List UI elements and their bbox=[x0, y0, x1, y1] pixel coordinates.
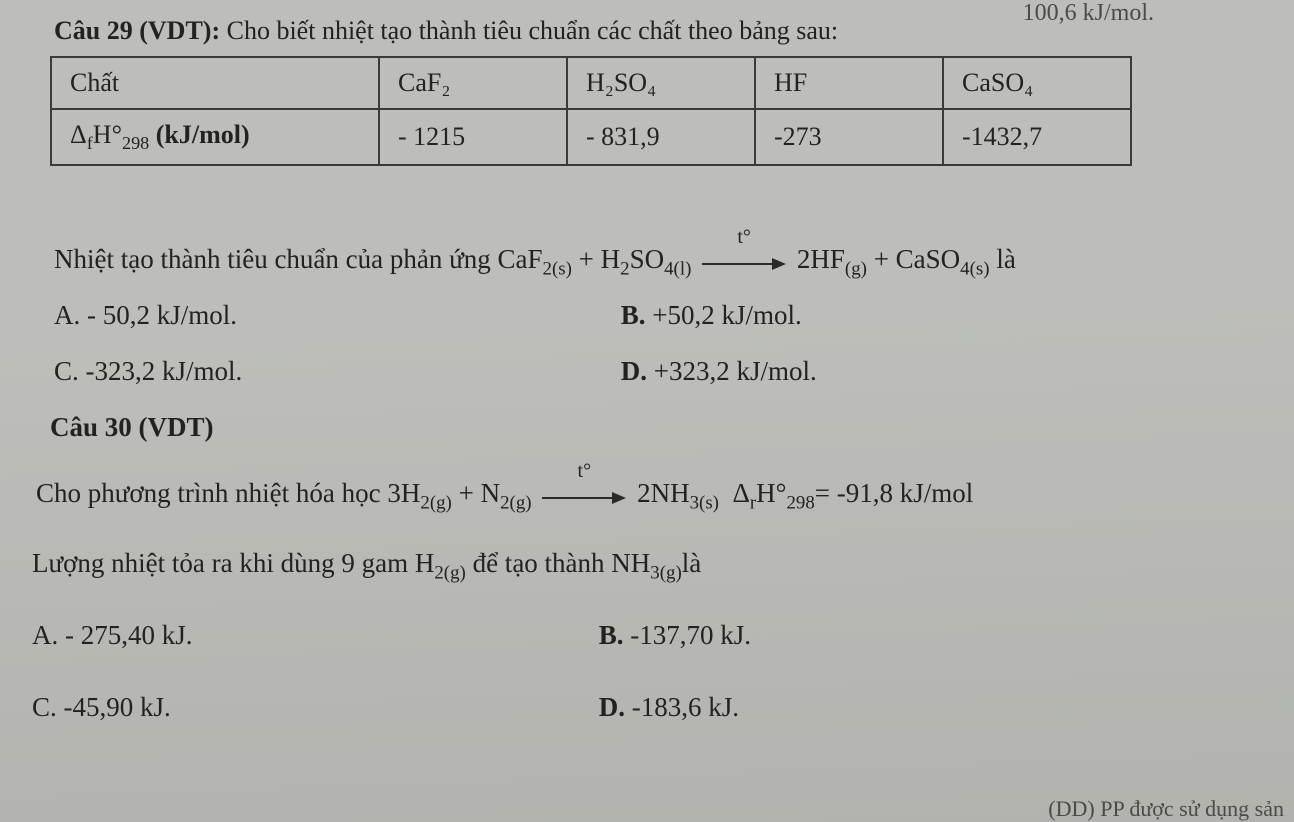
q29-label: Câu 29 (VDT): bbox=[54, 16, 220, 45]
option-d-text: +323,2 kJ/mol. bbox=[654, 356, 817, 386]
arrow-label: t° bbox=[737, 226, 751, 249]
table-header-col: HF bbox=[755, 57, 943, 109]
reaction-tail: là bbox=[996, 244, 1016, 274]
reaction-intro: Nhiệt tạo thành tiêu chuẩn của phản ứng bbox=[54, 244, 491, 274]
arrow-label: t° bbox=[578, 460, 592, 483]
page: 100,6 kJ/mol. Câu 29 (VDT): Cho biết nhi… bbox=[0, 0, 1294, 822]
option-b-text: +50,2 kJ/mol. bbox=[652, 300, 802, 330]
table-cell: - 1215 bbox=[379, 109, 567, 165]
option-b: B. +50,2 kJ/mol. bbox=[621, 300, 802, 331]
option-d-text: -183,6 kJ. bbox=[632, 692, 739, 722]
unit-label: (kJ/mol) bbox=[156, 120, 250, 149]
option-b-text: -137,70 kJ. bbox=[630, 620, 751, 650]
q30-intro: Cho phương trình nhiệt hóa học bbox=[36, 478, 381, 508]
q30-deltaH: ΔrH°298= -91,8 kJ/mol bbox=[726, 478, 974, 508]
table-row: Chất CaF₂ H₂SO₄ HF CaSO₄ bbox=[51, 57, 1131, 109]
option-a-text: - 275,40 kJ. bbox=[65, 620, 193, 650]
option-b: B. -137,70 kJ. bbox=[599, 620, 751, 651]
table-header-label: Chất bbox=[51, 57, 379, 109]
option-c: C. -323,2 kJ/mol. bbox=[54, 356, 614, 387]
q30-rhs: 2NH3(s) bbox=[637, 478, 726, 508]
q29-options-row1: A. - 50,2 kJ/mol. B. +50,2 kJ/mol. bbox=[54, 300, 1254, 331]
top-cut-text: 100,6 kJ/mol. bbox=[1023, 0, 1154, 27]
q30-lhs: 3H2(g) + N2(g) bbox=[387, 478, 538, 508]
arrow-icon: t° bbox=[542, 480, 626, 511]
option-a: A. - 50,2 kJ/mol. bbox=[54, 300, 614, 331]
q29-options-row2: C. -323,2 kJ/mol. D. +323,2 kJ/mol. bbox=[54, 356, 1254, 387]
reaction-rhs: 2HF(g) + CaSO4(s) bbox=[797, 244, 996, 274]
q30-options-row2: C. -45,90 kJ. D. -183,6 kJ. bbox=[32, 692, 1232, 723]
q29-table: Chất CaF₂ H₂SO₄ HF CaSO₄ ΔfH°298 (kJ/mol… bbox=[50, 56, 1132, 166]
arrow-icon: t° bbox=[702, 246, 786, 277]
option-c-text: -323,2 kJ/mol. bbox=[86, 356, 243, 386]
deltaH-symbol: ΔfH°298 bbox=[70, 120, 149, 149]
table-cell: -273 bbox=[755, 109, 943, 165]
option-d: D. +323,2 kJ/mol. bbox=[621, 356, 817, 387]
table-cell: - 831,9 bbox=[567, 109, 755, 165]
q29-reaction: Nhiệt tạo thành tiêu chuẩn của phản ứng … bbox=[54, 244, 1016, 280]
q30-line2: Lượng nhiệt tỏa ra khi dùng 9 gam H2(g) … bbox=[32, 548, 701, 584]
option-c: C. -45,90 kJ. bbox=[32, 692, 592, 723]
table-row: ΔfH°298 (kJ/mol) - 1215 - 831,9 -273 -14… bbox=[51, 109, 1131, 165]
table-cell: -1432,7 bbox=[943, 109, 1131, 165]
table-row2-label: ΔfH°298 (kJ/mol) bbox=[51, 109, 379, 165]
q29-prompt: Cho biết nhiệt tạo thành tiêu chuẩn các … bbox=[227, 16, 839, 45]
option-a-text: - 50,2 kJ/mol. bbox=[87, 300, 237, 330]
table-header-col: CaF₂ bbox=[379, 57, 567, 109]
option-d: D. -183,6 kJ. bbox=[599, 692, 739, 723]
bottom-cut-text: (DD) PP được sử dụng sản bbox=[1048, 796, 1284, 822]
q30-options-row1: A. - 275,40 kJ. B. -137,70 kJ. bbox=[32, 620, 1232, 651]
q29-heading: Câu 29 (VDT): Cho biết nhiệt tạo thành t… bbox=[54, 16, 838, 46]
q30-label: Câu 30 (VDT) bbox=[50, 412, 214, 443]
option-a: A. - 275,40 kJ. bbox=[32, 620, 592, 651]
option-c-text: -45,90 kJ. bbox=[64, 692, 171, 722]
q30-equation: Cho phương trình nhiệt hóa học 3H2(g) + … bbox=[36, 478, 973, 514]
table-header-col: CaSO₄ bbox=[943, 57, 1131, 109]
table-header-col: H₂SO₄ bbox=[567, 57, 755, 109]
reaction-lhs: CaF2(s) + H2SO4(l) bbox=[498, 244, 699, 274]
